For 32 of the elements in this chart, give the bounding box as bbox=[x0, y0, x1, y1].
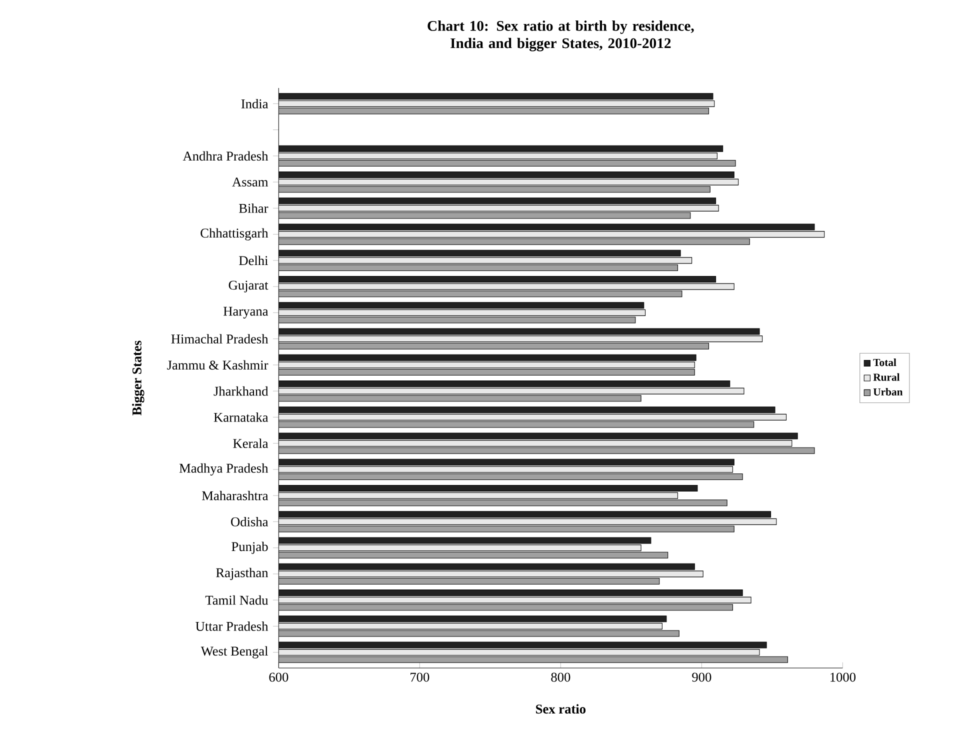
y-tick-label: Bihar bbox=[239, 203, 268, 213]
y-tick-label: Odisha bbox=[231, 516, 268, 526]
y-tick-label: Gujarat bbox=[228, 280, 268, 292]
y-tick-label: Delhi bbox=[239, 256, 268, 266]
y-tick-label: Chhattisgarh bbox=[200, 228, 268, 240]
x-tick-label: 800 bbox=[551, 672, 570, 682]
y-tick-label: Punjab bbox=[232, 542, 268, 554]
y-tick-label: Himachal Pradesh bbox=[171, 334, 268, 344]
y-tick-label: Tamil Nadu bbox=[205, 595, 268, 605]
y-tick-label: West Bengal bbox=[200, 646, 268, 658]
y-tick-label: Jharkhand bbox=[214, 386, 268, 396]
y-tick-label: Assam bbox=[232, 178, 268, 187]
y-axis-title: Bigger States bbox=[132, 340, 144, 416]
y-tick-label: Madhya Pradesh bbox=[179, 463, 268, 476]
legend-label: Urban bbox=[873, 388, 903, 396]
x-axis-title: Sex ratio bbox=[536, 704, 586, 714]
y-tick-label: Rajasthan bbox=[216, 568, 268, 580]
x-tick-label: 600 bbox=[269, 672, 288, 682]
y-tick-label: Jammu & Kashmir bbox=[167, 360, 268, 370]
y-tick-label: Andhra Pradesh bbox=[182, 151, 268, 161]
chart-title: Chart 10: Sex ratio at birth by residence, India and bigger States, 2010-2012 bbox=[428, 20, 694, 52]
y-tick-label: India bbox=[241, 98, 268, 108]
y-tick-label: Maharashtra bbox=[202, 490, 268, 500]
y-tick-label: Karnataka bbox=[214, 412, 268, 422]
x-tick-label: 700 bbox=[410, 672, 430, 682]
y-tick-label: Haryana bbox=[223, 306, 268, 318]
y-tick-label: Uttar Pradesh bbox=[196, 621, 268, 631]
x-tick-label: 900 bbox=[692, 672, 712, 682]
y-tick-label: Kerala bbox=[233, 438, 268, 448]
x-tick-label: 1000 bbox=[830, 672, 856, 682]
legend-label: Rural bbox=[873, 373, 900, 381]
legend-label: Total bbox=[873, 358, 896, 366]
